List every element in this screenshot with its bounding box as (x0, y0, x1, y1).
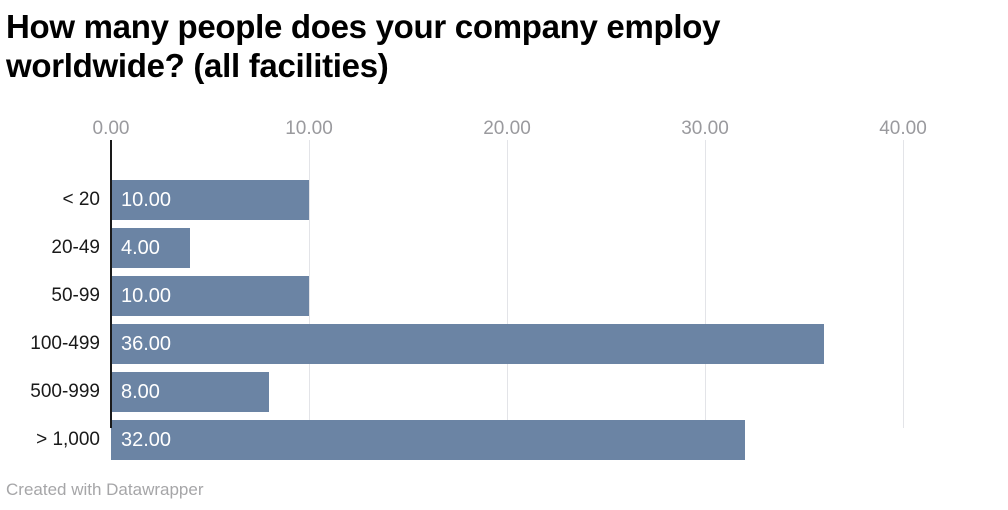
category-label: > 1,000 (36, 429, 100, 450)
bar-value-label: 4.00 (121, 237, 160, 259)
bar-value-label: 8.00 (121, 381, 160, 403)
bar-value-label: 32.00 (121, 429, 172, 451)
bar[interactable] (111, 180, 309, 220)
gridline (309, 140, 310, 428)
bar-value-label: 10.00 (121, 285, 172, 307)
bar[interactable] (111, 420, 745, 460)
x-tick-label: 40.00 (879, 118, 927, 139)
page-title: How many people does your company employ… (6, 8, 721, 84)
category-label: 500-999 (30, 381, 100, 402)
gridline (507, 140, 508, 428)
x-tick-label: 10.00 (285, 118, 333, 139)
gridline (903, 140, 904, 428)
chart-credit: Created with Datawrapper (6, 480, 204, 499)
bar[interactable] (111, 228, 191, 268)
bar[interactable] (111, 276, 309, 316)
bar-value-label: 10.00 (121, 189, 172, 211)
chart-area: 0.00 10.00 20.00 30.00 40.00 10.00 4.00 10.00 36… (0, 118, 1008, 460)
category-label: 20-49 (51, 237, 100, 258)
axis-baseline (110, 140, 112, 428)
category-label: 50-99 (51, 285, 100, 306)
x-tick-label: 20.00 (483, 118, 531, 139)
bar[interactable] (111, 324, 824, 364)
bar[interactable] (111, 372, 270, 412)
gridline (705, 140, 706, 428)
category-label: < 20 (62, 189, 100, 210)
x-tick-label: 30.00 (681, 118, 729, 139)
bar-value-label: 36.00 (121, 333, 172, 355)
x-tick-label: 0.00 (92, 118, 130, 139)
plot-area: 0.00 10.00 20.00 30.00 40.00 10.00 4.00 10.00 36… (93, 118, 927, 460)
category-label: 100-499 (30, 333, 100, 354)
